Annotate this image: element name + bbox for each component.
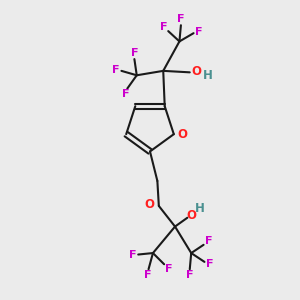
Text: F: F [206, 259, 213, 269]
Text: F: F [160, 22, 168, 32]
Text: F: F [186, 270, 194, 280]
Text: F: F [130, 48, 138, 58]
Text: H: H [195, 202, 205, 215]
Text: F: F [144, 270, 152, 280]
Text: F: F [177, 14, 185, 24]
Text: F: F [129, 250, 136, 260]
Text: F: F [122, 89, 129, 99]
Text: O: O [177, 128, 187, 141]
Text: H: H [203, 69, 213, 82]
Text: F: F [112, 65, 119, 75]
Text: O: O [191, 65, 201, 78]
Text: O: O [186, 209, 196, 222]
Text: F: F [195, 27, 202, 37]
Text: O: O [144, 198, 154, 211]
Text: F: F [205, 236, 213, 246]
Text: F: F [164, 264, 172, 274]
